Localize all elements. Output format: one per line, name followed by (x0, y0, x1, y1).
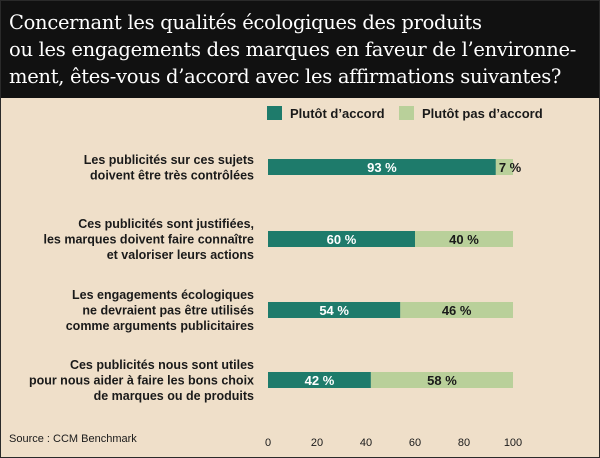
stacked-bar-chart: Plutôt d’accord Plutôt pas d’accord Les … (9, 106, 543, 449)
value-label-agree-1: 93 % (367, 160, 397, 175)
bar-disagree-2 (415, 231, 513, 247)
x-tick-label-60: 60 (409, 437, 421, 449)
bar-agree-2 (268, 231, 415, 247)
value-label-agree-4: 42 % (305, 373, 335, 388)
value-label-disagree-2: 40 % (449, 232, 479, 247)
category-label-3-line-2: ne devraient pas être utilisés (82, 304, 254, 318)
bar-disagree-4 (370, 372, 513, 388)
value-label-disagree-3: 46 % (442, 303, 472, 318)
category-label-1-line-1: Les publicités sur ces sujets (84, 153, 254, 167)
title-line-3: ment, êtes-vous d’accord avec les affirm… (9, 65, 562, 88)
x-tick-label-20: 20 (311, 437, 323, 449)
bar-agree-1 (268, 159, 496, 175)
source-note: Source : CCM Benchmark (9, 433, 137, 445)
category-label-3-line-1: Les engagements écologiques (72, 288, 254, 302)
legend: Plutôt d’accord Plutôt pas d’accord (267, 106, 543, 121)
value-label-disagree-4: 58 % (427, 373, 457, 388)
legend-swatch-agree (267, 106, 282, 120)
title-line-2: ou les engagements des marques en faveur… (9, 38, 577, 61)
legend-label-agree: Plutôt d’accord (290, 106, 385, 121)
bar-disagree-1 (495, 159, 513, 175)
bar-agree-3 (268, 302, 401, 318)
x-tick-label-100: 100 (504, 437, 522, 449)
category-label-4-line-3: de marques ou de produits (94, 389, 254, 403)
category-label-2-line-3: et valoriser leurs actions (107, 248, 254, 262)
legend-swatch-disagree (399, 106, 414, 120)
bar-agree-4 (268, 372, 371, 388)
value-label-agree-3: 54 % (319, 303, 349, 318)
category-label-4-line-2: pour nous aider à faire les bons choix (29, 374, 254, 388)
category-label-2-line-1: Ces publicités sont justifiées, (78, 217, 254, 231)
x-tick-label-0: 0 (265, 437, 271, 449)
category-label-2-line-2: les marques doivent faire connaître (44, 233, 255, 247)
x-tick-label-80: 80 (458, 437, 470, 449)
value-label-disagree-1: 7 % (499, 160, 522, 175)
bar-disagree-3 (400, 302, 513, 318)
x-axis: 0 20 40 60 80 100 (265, 437, 522, 449)
chart-title: Concernant les qualités écologiques des … (1, 1, 599, 98)
category-label-1-line-2: doivent être très contrôlées (90, 168, 254, 182)
value-label-agree-2: 60 % (327, 232, 357, 247)
title-line-1: Concernant les qualités écologiques des … (9, 11, 482, 34)
category-label-3-line-3: comme arguments publicitaires (66, 319, 254, 333)
x-tick-label-40: 40 (360, 437, 372, 449)
category-label-4-line-1: Ces publicités nous sont utiles (70, 358, 254, 372)
legend-label-disagree: Plutôt pas d’accord (422, 106, 543, 121)
